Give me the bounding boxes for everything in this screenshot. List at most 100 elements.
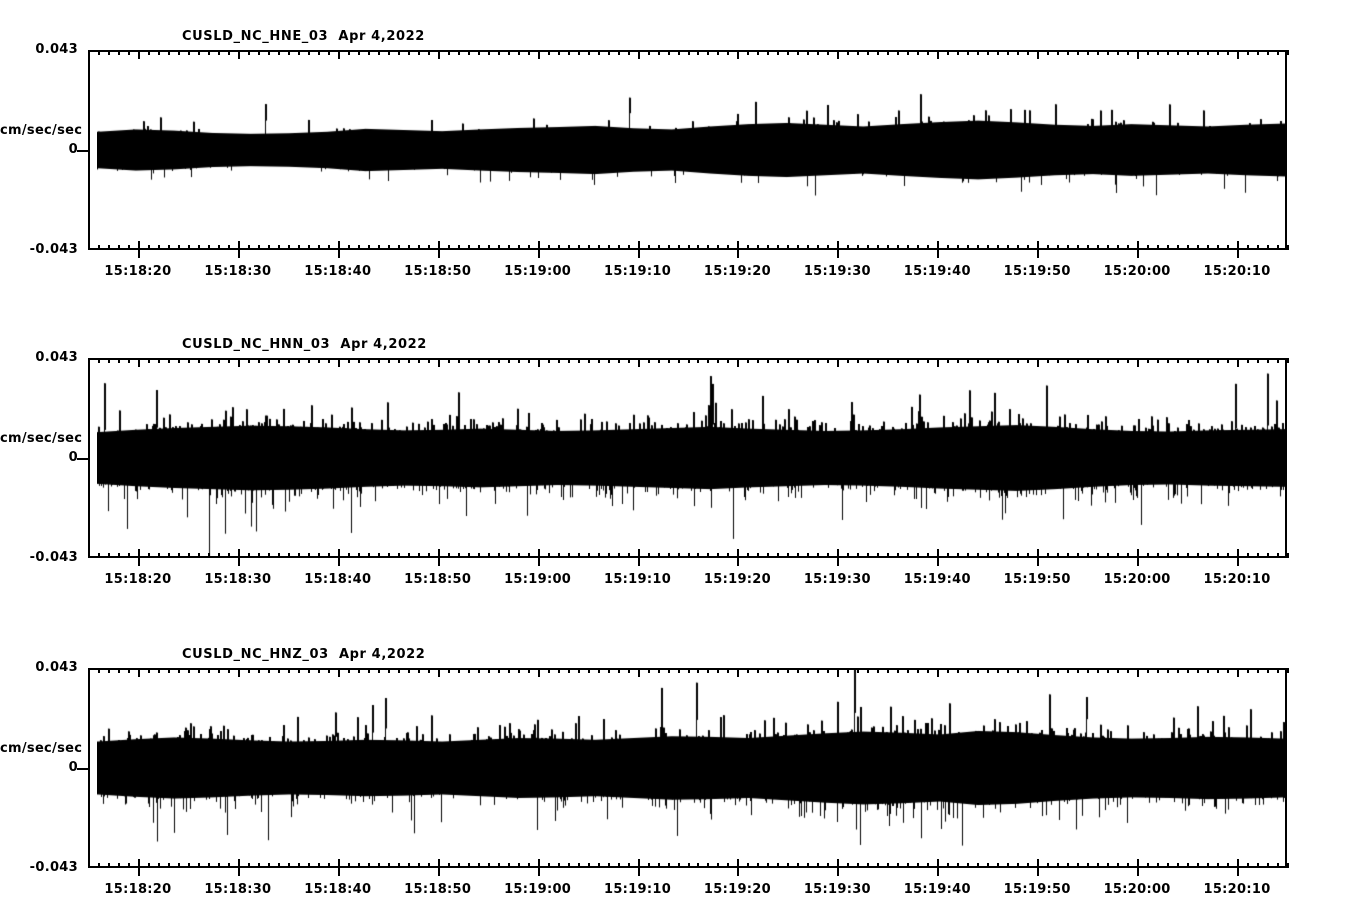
x-axis-minor-tick [897,553,899,558]
x-axis-minor-tick [1187,553,1189,558]
x-axis-minor-tick [827,245,829,250]
x-axis-tick-label: 15:19:10 [603,882,672,897]
x-axis-minor-tick-top [1047,50,1049,55]
x-axis-minor-tick-top [678,668,680,673]
x-axis-minor-tick-top [598,358,600,363]
x-axis-minor-tick [448,863,450,868]
x-axis-tick-label: 15:19:00 [504,882,572,897]
x-axis-minor-tick [1067,863,1069,868]
x-axis-minor-tick-top [208,50,210,55]
x-axis-minor-tick-top [628,668,630,673]
x-axis-minor-tick [368,553,370,558]
x-axis-minor-tick-top [1287,668,1289,673]
x-axis-minor-tick [418,553,420,558]
x-axis-major-tick-top [438,50,440,59]
x-axis-minor-tick-top [857,358,859,363]
x-axis-minor-tick [508,863,510,868]
x-axis-minor-tick-top [947,358,949,363]
x-axis-minor-tick [458,553,460,558]
x-axis-minor-tick [947,863,949,868]
x-axis-minor-tick-top [228,358,230,363]
x-axis-minor-tick-top [208,358,210,363]
x-axis-minor-tick [1177,245,1179,250]
x-axis-minor-tick-top [1157,358,1159,363]
x-axis-minor-tick [518,245,520,250]
x-axis-minor-tick [987,863,989,868]
x-axis-minor-tick-top [428,358,430,363]
x-axis-major-tick-extension [538,250,540,258]
x-axis-minor-tick-top [997,50,999,55]
x-axis-major-tick-top [638,358,640,367]
x-axis-minor-tick-top [887,668,889,673]
x-axis-minor-tick [927,863,929,868]
x-axis-minor-tick-top [608,50,610,55]
x-axis-minor-tick-top [258,358,260,363]
x-axis-minor-tick-top [478,668,480,673]
x-axis-minor-tick-top [148,50,150,55]
x-axis-minor-tick-top [388,50,390,55]
x-axis-minor-tick [1207,553,1209,558]
x-axis-minor-tick-top [408,358,410,363]
x-axis-major-tick [1137,241,1139,250]
x-axis-minor-tick-top [678,50,680,55]
x-axis-tick-label: 15:18:40 [304,882,372,897]
x-axis-minor-tick-top [218,50,220,55]
x-axis-minor-tick-top [348,358,350,363]
x-axis-minor-tick-top [658,358,660,363]
x-axis-minor-tick [917,553,919,558]
x-axis-minor-tick [528,863,530,868]
x-axis-minor-tick-top [1057,358,1059,363]
x-axis-minor-tick-top [827,358,829,363]
x-axis-tick-label: 15:18:20 [104,264,172,279]
x-axis-minor-tick-top [1087,358,1089,363]
x-axis-minor-tick-top [278,50,280,55]
x-axis-minor-tick [1197,245,1199,250]
x-axis-minor-tick-top [128,50,130,55]
x-axis-minor-tick-top [548,668,550,673]
x-axis-minor-tick [688,553,690,558]
x-axis-minor-tick [877,553,879,558]
x-axis-minor-tick [1207,245,1209,250]
x-axis-tick-label: 15:19:20 [703,264,771,279]
x-axis-minor-tick [777,553,779,558]
x-axis-minor-tick-top [697,50,699,55]
x-axis-minor-tick [488,863,490,868]
x-axis-minor-tick [697,553,699,558]
x-axis-major-tick-extension [1037,558,1039,566]
x-axis-minor-tick-top [218,358,220,363]
x-axis-major-tick-extension [937,250,939,258]
x-axis-minor-tick [1047,553,1049,558]
x-axis-minor-tick [198,553,200,558]
x-axis-major-tick [138,859,140,868]
x-axis-minor-tick [208,553,210,558]
x-axis-minor-tick-top [478,50,480,55]
x-axis-minor-tick-top [98,668,100,673]
x-axis-minor-tick-top [518,358,520,363]
x-axis-minor-tick-top [358,50,360,55]
x-axis-major-tick-extension [737,558,739,566]
x-axis-minor-tick [1117,553,1119,558]
x-axis-minor-tick-top [707,668,709,673]
x-axis-minor-tick [388,863,390,868]
x-axis-tick-label: 15:18:50 [404,572,472,587]
x-axis-major-tick [937,859,939,868]
x-axis-minor-tick [857,553,859,558]
x-axis-minor-tick-top [1017,668,1019,673]
x-axis-minor-tick [887,863,889,868]
x-axis-minor-tick-top [548,50,550,55]
x-axis-minor-tick-top [518,50,520,55]
x-axis-minor-tick [767,553,769,558]
x-axis-minor-tick-top [178,668,180,673]
y-axis-tick-label: -0.043 [29,242,78,257]
x-axis-minor-tick-top [328,50,330,55]
x-axis-major-tick-top [138,50,140,59]
x-axis-minor-tick [747,553,749,558]
x-axis-minor-tick [398,245,400,250]
x-axis-minor-tick-top [1207,50,1209,55]
x-axis-major-tick [737,549,739,558]
x-axis-major-tick-extension [1137,868,1139,876]
x-axis-minor-tick-top [957,358,959,363]
x-axis-minor-tick [408,553,410,558]
x-axis-minor-tick-top [348,50,350,55]
x-axis-tick-label: 15:19:10 [603,572,672,587]
